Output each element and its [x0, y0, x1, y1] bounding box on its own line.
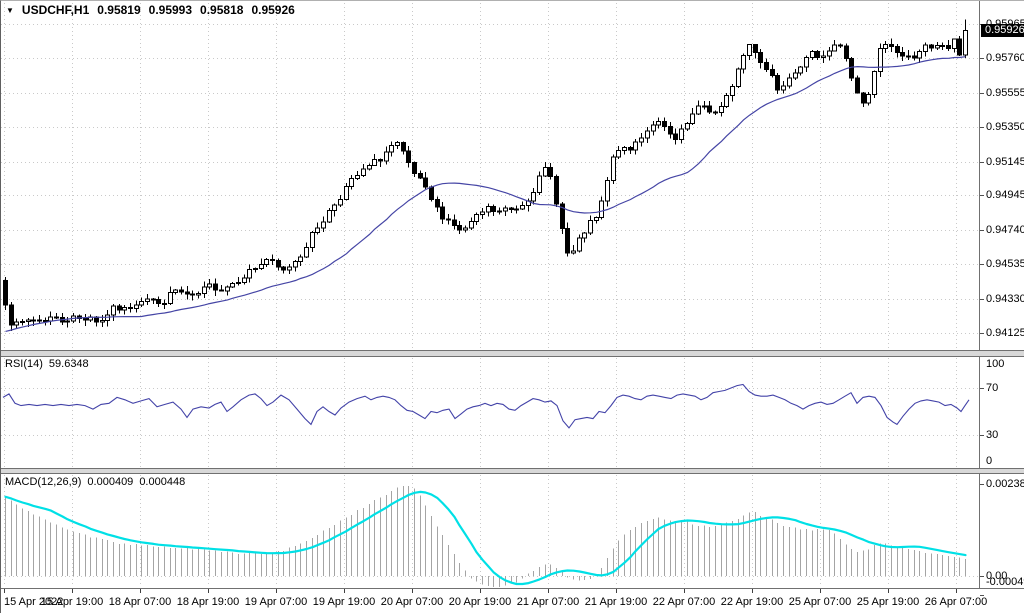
time-axis-label: 25 Apr 19:00 — [857, 596, 919, 608]
time-axis-label: 20 Apr 07:00 — [381, 596, 443, 608]
current-price-tag: 0.95926 — [981, 24, 1024, 37]
macd-indicator-name: MACD(12,26,9) — [5, 476, 82, 488]
price-axis-label: 0.94945 — [986, 189, 1024, 201]
moving-average-line — [5, 56, 966, 332]
time-axis-label: 22 Apr 19:00 — [721, 596, 783, 608]
time-axis-label: 20 Apr 19:00 — [449, 596, 511, 608]
price-axis-label: 30 — [986, 429, 999, 441]
rsi-indicator-panel[interactable] — [1, 357, 979, 468]
candlestick-series — [3, 30, 968, 326]
axis-tick-mark — [980, 299, 984, 300]
rsi-line — [2, 383, 970, 429]
price-axis-label: 0.002389 — [986, 478, 1024, 490]
time-axis-label: 15 Apr 19:00 — [41, 596, 103, 608]
price-axis-label: 0.94535 — [986, 258, 1024, 270]
ohlc-low-value: 0.95818 — [200, 3, 244, 17]
time-axis-label: 22 Apr 07:00 — [653, 596, 715, 608]
price-axis-label: 0.94330 — [986, 293, 1024, 305]
axis-tick-mark — [980, 333, 984, 334]
time-axis[interactable]: 15 Apr 2022 15 Apr 19:00 18 Apr 07:00 18 Ap… — [1, 588, 1024, 613]
rsi-indicator-value: 59.6348 — [48, 358, 89, 370]
price-axis-label: 0.95760 — [986, 52, 1024, 64]
axis-tick-mark — [980, 264, 984, 265]
horizontal-gridlines — [1, 388, 979, 436]
axis-tick-mark — [980, 127, 984, 128]
axis-tick-mark — [980, 93, 984, 94]
axis-tick-mark — [980, 388, 984, 389]
price-axis[interactable]: 0.95926 0.959650.957600.955550.953500.95… — [979, 1, 1024, 596]
axis-tick-mark — [980, 435, 984, 436]
vertical-gridlines — [4, 358, 957, 468]
price-axis-label: 0.00 — [986, 570, 1008, 582]
macd-indicator-label: MACD(12,26,9) 0.000409 0.000448 — [5, 476, 185, 488]
time-axis-label: 25 Apr 07:00 — [789, 596, 851, 608]
macd-main-value: 0.000409 — [87, 476, 134, 488]
price-axis-label: 0.95145 — [986, 156, 1024, 168]
panel-resize-divider[interactable] — [1, 468, 1024, 474]
time-axis-label: 19 Apr 19:00 — [313, 596, 375, 608]
macd-signal-value: 0.000448 — [139, 476, 186, 488]
macd-signal-line — [4, 490, 967, 586]
price-axis-label: 100 — [986, 358, 1005, 370]
ohlc-high-value: 0.95993 — [148, 3, 193, 17]
horizontal-gridlines — [1, 24, 979, 334]
axis-tick-mark — [980, 230, 984, 231]
symbol-dropdown-icon[interactable]: ▼ — [6, 5, 14, 15]
time-axis-label: 21 Apr 07:00 — [517, 596, 579, 608]
panel-resize-divider[interactable] — [1, 350, 1024, 357]
price-axis-label: 0 — [986, 455, 993, 467]
price-axis-label: 0.94740 — [986, 224, 1024, 236]
price-axis-label: 70 — [986, 382, 999, 394]
time-axis-label: 26 Apr 07:00 — [925, 596, 987, 608]
time-axis-label: 15 Apr 2022 — [4, 596, 63, 608]
macd-histogram — [4, 486, 967, 587]
main-price-chart-panel[interactable] — [1, 1, 979, 350]
axis-tick-mark — [980, 195, 984, 196]
time-axis-label: 19 Apr 07:00 — [245, 596, 307, 608]
axis-tick-mark — [980, 595, 984, 596]
ohlc-open-value: 0.95819 — [97, 3, 141, 17]
chart-header: ▼ USDCHF,H1 0.95819 0.95993 0.95818 0.95… — [6, 3, 295, 17]
rsi-indicator-name: RSI(14) — [5, 358, 43, 370]
axis-tick-mark — [980, 162, 984, 163]
axis-tick-mark — [980, 484, 984, 485]
time-axis-label: 18 Apr 07:00 — [109, 596, 171, 608]
vertical-gridlines — [4, 475, 957, 587]
candle-wicks — [5, 19, 966, 331]
price-axis-label: 0.95350 — [986, 121, 1024, 133]
axis-tick-mark — [980, 58, 984, 59]
symbol-timeframe-label: USDCHF,H1 — [21, 3, 90, 17]
macd-indicator-panel[interactable] — [1, 474, 979, 588]
price-axis-label: 0.95555 — [986, 87, 1024, 99]
price-axis-label: -0.000493 — [986, 576, 1024, 588]
rsi-indicator-label: RSI(14) 59.6348 — [5, 358, 89, 370]
ohlc-close-value: 0.95926 — [251, 3, 295, 17]
axis-tick-mark — [980, 576, 984, 577]
price-axis-label: 0.94125 — [986, 327, 1024, 339]
time-axis-label: 21 Apr 19:00 — [585, 596, 647, 608]
time-axis-label: 18 Apr 19:00 — [177, 596, 239, 608]
